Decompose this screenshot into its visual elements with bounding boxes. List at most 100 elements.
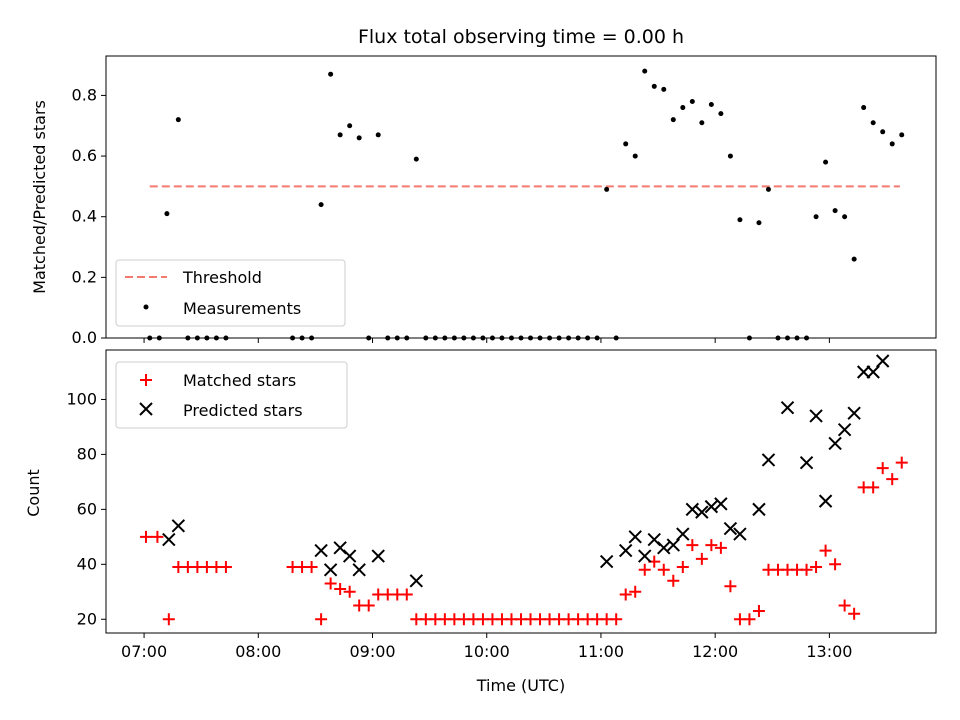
measurement-point bbox=[164, 211, 170, 217]
predicted-star-marker bbox=[704, 499, 719, 514]
measurement-point bbox=[204, 335, 210, 341]
measurement-point bbox=[470, 335, 476, 341]
measurement-point bbox=[899, 132, 905, 138]
measurement-point bbox=[480, 335, 486, 341]
matched-star-marker bbox=[810, 561, 823, 574]
predicted-star-marker bbox=[685, 502, 700, 517]
measurement-point bbox=[746, 335, 752, 341]
top-y-tick-label: 0.0 bbox=[72, 328, 97, 347]
measurement-point bbox=[670, 117, 676, 123]
measurement-point bbox=[547, 335, 553, 341]
predicted-star-marker bbox=[837, 422, 852, 437]
bottom-y-tick-label: 100 bbox=[66, 389, 97, 408]
predicted-star-marker bbox=[866, 365, 880, 379]
measurement-point bbox=[651, 83, 657, 89]
predicted-star-marker bbox=[638, 549, 652, 563]
measurement-point bbox=[594, 335, 600, 341]
bottom-y-axis-label: Count bbox=[24, 469, 43, 517]
matched-star-marker bbox=[629, 585, 642, 598]
top-legend: Threshold Measurements bbox=[115, 259, 346, 327]
predicted-star-marker bbox=[162, 532, 176, 547]
measurement-point bbox=[756, 220, 762, 226]
legend-measurements-label: Measurements bbox=[183, 299, 301, 318]
predicted-star-marker bbox=[314, 543, 328, 558]
measurement-point bbox=[290, 335, 296, 341]
matched-star-marker bbox=[324, 577, 337, 590]
matched-star-marker bbox=[867, 481, 880, 494]
legend-threshold-label: Threshold bbox=[182, 268, 262, 287]
matched-star-marker bbox=[315, 613, 328, 626]
measurement-point bbox=[489, 335, 495, 341]
legend-matched-swatch bbox=[140, 374, 152, 386]
measurement-point bbox=[366, 335, 372, 341]
top-panel: 0.0 0.2 0.4 0.6 0.8 bbox=[72, 55, 937, 347]
matched-star-marker bbox=[876, 462, 889, 475]
predicted-star-marker bbox=[409, 574, 424, 588]
matched-star-marker bbox=[838, 599, 851, 612]
measurement-point bbox=[813, 214, 819, 220]
measurement-point bbox=[423, 335, 429, 341]
matched-star-marker bbox=[819, 544, 832, 557]
matched-star-marker bbox=[619, 588, 632, 601]
measurement-point bbox=[870, 120, 876, 126]
measurement-point bbox=[413, 156, 419, 162]
top-y-axis-label: Matched/Predicted stars bbox=[30, 100, 49, 294]
matched-star-marker bbox=[705, 539, 718, 552]
legend-predicted-swatch bbox=[139, 402, 153, 416]
measurement-point bbox=[794, 335, 800, 341]
measurement-point bbox=[613, 335, 619, 341]
measurement-point bbox=[518, 335, 524, 341]
bottom-legend: Matched stars Predicted stars bbox=[115, 361, 348, 429]
bottom-x-tick-label: 07:00 bbox=[121, 642, 167, 661]
predicted-star-marker bbox=[875, 354, 890, 368]
matched-star-marker bbox=[895, 456, 908, 469]
matched-star-marker bbox=[162, 613, 175, 626]
predicted-star-marker bbox=[723, 521, 738, 536]
predicted-star-marker bbox=[599, 554, 614, 569]
measurement-point bbox=[404, 335, 410, 341]
measurement-point bbox=[175, 117, 181, 123]
matched-star-marker bbox=[400, 588, 413, 601]
measurement-point bbox=[765, 186, 771, 192]
measurement-point bbox=[623, 141, 629, 147]
legend-predicted-label: Predicted stars bbox=[183, 401, 303, 420]
measurement-point bbox=[889, 141, 895, 147]
predicted-star-marker bbox=[695, 505, 709, 519]
bottom-x-tick-label: 12:00 bbox=[692, 642, 738, 661]
predicted-star-marker bbox=[657, 541, 671, 555]
measurement-point bbox=[823, 159, 829, 165]
measurement-point bbox=[156, 335, 162, 341]
measurement-point bbox=[699, 120, 705, 126]
measurement-point bbox=[727, 153, 733, 159]
matched-star-marker bbox=[139, 530, 152, 543]
measurement-point bbox=[194, 335, 200, 341]
measurement-point bbox=[661, 86, 667, 92]
predicted-star-marker bbox=[752, 502, 766, 517]
measurement-point bbox=[451, 335, 457, 341]
matched-star-marker bbox=[714, 541, 727, 554]
measurement-point bbox=[328, 71, 334, 77]
top-y-tick-label: 0.4 bbox=[72, 207, 97, 226]
measurement-point bbox=[499, 335, 505, 341]
predicted-star-marker bbox=[628, 530, 642, 544]
measurement-point bbox=[223, 335, 229, 341]
measurement-point bbox=[880, 129, 886, 135]
bottom-y-tick-label: 60 bbox=[77, 499, 97, 518]
bottom-x-axis-label: Time (UTC) bbox=[476, 676, 565, 695]
bottom-x-tick-label: 09:00 bbox=[349, 642, 395, 661]
predicted-star-marker bbox=[714, 497, 728, 511]
measurement-point bbox=[680, 105, 686, 111]
bottom-y-tick-label: 20 bbox=[77, 609, 97, 628]
measurement-point bbox=[575, 335, 581, 341]
predicted-star-marker bbox=[676, 527, 690, 541]
measurement-point bbox=[537, 335, 543, 341]
measurement-point bbox=[299, 335, 305, 341]
measurement-point bbox=[737, 217, 743, 223]
measurement-point bbox=[185, 335, 191, 341]
bottom-x-tick-label: 10:00 bbox=[464, 642, 510, 661]
matched-star-marker bbox=[752, 605, 765, 618]
predicted-star-marker bbox=[352, 563, 366, 577]
bottom-legend-box bbox=[115, 361, 348, 429]
